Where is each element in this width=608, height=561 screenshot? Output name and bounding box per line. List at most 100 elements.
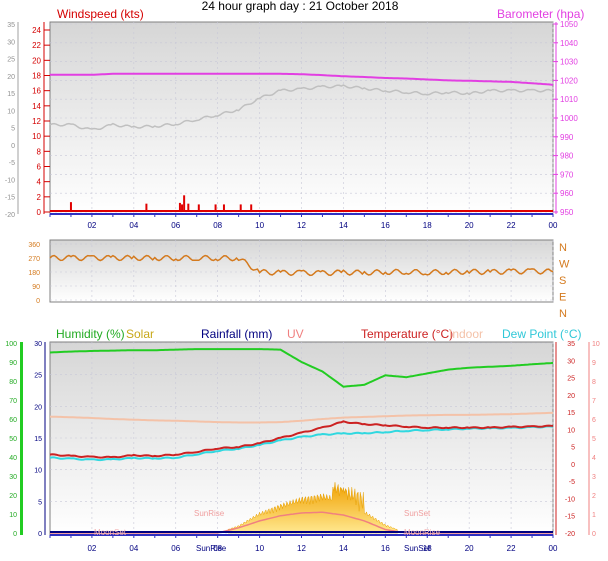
compass-label: W (559, 259, 570, 271)
barometer-line (50, 72, 554, 86)
hour-tick-label: 00 (549, 544, 558, 553)
uv-label: UV (287, 327, 304, 341)
gray-scale-tick: 0 (11, 143, 15, 150)
barometer-tick: 1010 (560, 95, 578, 104)
humidity-tick: 40 (9, 455, 17, 462)
moonset-annotation: MoonSet (94, 528, 127, 537)
gray-scale-tick: 35 (7, 22, 15, 29)
panel-wind-barometer: Windspeed (kts) Barometer (hpa) 24222018… (5, 7, 585, 230)
uv-tick: 6 (592, 417, 596, 424)
hour-tick-label: 22 (507, 544, 516, 553)
barometer-axis-label: Barometer (hpa) (497, 7, 584, 21)
indoor-line (49, 411, 554, 424)
rainfall-tick: 25 (34, 373, 42, 380)
humidity-tick: 80 (9, 379, 17, 386)
rainfall-tick: 10 (34, 468, 42, 475)
hour-tick-label: 18 (423, 544, 432, 553)
windspeed-tick: 6 (37, 163, 42, 172)
hour-tick-label: 00 (549, 221, 558, 230)
gray-scale-tick: -20 (5, 212, 15, 219)
windspeed-tick: 14 (32, 102, 41, 111)
solar-area (227, 482, 399, 534)
humidity-tick: 100 (5, 341, 17, 348)
panel1-axes: 24222018161412108642035302520151050-5-10… (5, 20, 578, 219)
panel1-hour-ticks: 02 04 06 08 10 12 14 16 18 20 22 00 (49, 213, 558, 230)
uv-tick: 9 (592, 360, 596, 367)
temperature-label: Temperature (°C) (361, 327, 453, 341)
humidity-tick: 0 (13, 531, 17, 538)
hour-tick-label: 02 (87, 544, 96, 553)
uv-tick: 5 (592, 436, 596, 443)
hour-tick-label: 18 (423, 221, 432, 230)
humidity-tick: 20 (9, 493, 17, 500)
dewpoint-label: Dew Point (°C) (502, 327, 581, 341)
uv-tick: 7 (592, 398, 596, 405)
temperature-line (49, 420, 554, 459)
hour-tick-label: 16 (381, 221, 390, 230)
gray-scale-tick: 20 (7, 74, 15, 81)
windspeed-tick: 20 (32, 56, 41, 65)
windspeed-tick: 16 (32, 87, 41, 96)
compass-label: E (559, 292, 566, 304)
hour-tick-label: 06 (171, 544, 180, 553)
humidity-tick: 70 (9, 398, 17, 405)
compass-label: S (559, 275, 566, 287)
temperature-tick: -15 (565, 514, 575, 521)
direction-tick: 360 (28, 242, 40, 249)
direction-tick: 270 (28, 256, 40, 263)
hour-tick-label: 12 (297, 544, 306, 553)
barometer-tick: 950 (560, 208, 574, 217)
uv-tick: 10 (592, 341, 600, 348)
windspeed-tick: 22 (32, 41, 41, 50)
page-title: 24 hour graph day : 21 October 2018 (202, 0, 399, 13)
panel-temperature-humidity: Humidity (%) Solar Rainfall (mm) UV Temp… (5, 327, 600, 553)
indoor-label: Indoor (449, 327, 483, 341)
hour-tick-label: 10 (255, 221, 264, 230)
humidity-tick: 90 (9, 360, 17, 367)
uv-tick: 1 (592, 512, 596, 519)
barometer-tick: 1040 (560, 39, 578, 48)
barometer-tick: 1000 (560, 114, 578, 123)
temperature-tick: 25 (567, 376, 575, 383)
wind-direction-line (49, 254, 554, 277)
uv-tick: 8 (592, 379, 596, 386)
gray-scale-tick: -5 (9, 160, 15, 167)
panel3-hour-ticks: 02 04 06 08 10 12 14 16 18 20 22 00 (49, 534, 558, 553)
panel2-series (49, 254, 554, 277)
moonrise-annotation: MoonRise (404, 528, 441, 537)
humidity-line (49, 348, 554, 388)
sunset-axis-label: SunSet (404, 544, 431, 553)
humidity-axis (20, 342, 23, 535)
humidity-tick: 30 (9, 474, 17, 481)
temperature-tick: -10 (565, 496, 575, 503)
solar-label: Solar (126, 327, 154, 341)
barometer-tick: 1020 (560, 76, 578, 85)
uv-tick: 3 (592, 474, 596, 481)
panel3-series (49, 348, 554, 534)
gray-scale-tick: -15 (5, 195, 15, 202)
hour-tick-label: 04 (129, 544, 138, 553)
panel1-series (49, 72, 554, 212)
gray-scale-tick: 10 (7, 108, 15, 115)
rainfall-tick: 20 (34, 404, 42, 411)
hour-tick-label: 14 (339, 221, 348, 230)
barometer-tick: 960 (560, 189, 574, 198)
barometer-tick: 1030 (560, 58, 578, 67)
gray-scale-tick: 25 (7, 57, 15, 64)
windspeed-tick: 4 (37, 178, 42, 187)
windspeed-tick: 2 (37, 193, 42, 202)
temperature-tick: 10 (567, 427, 575, 434)
barometer-tick: 980 (560, 152, 574, 161)
temperature-tick: -5 (569, 479, 575, 486)
hour-tick-label: 06 (171, 221, 180, 230)
temperature-tick: 5 (571, 445, 575, 452)
panel3-axes: 1009080706050403020100302520151050353025… (5, 341, 600, 538)
hour-tick-label: 08 (213, 544, 222, 553)
hour-tick-label: 14 (339, 544, 348, 553)
windspeed-tick: 24 (32, 26, 41, 35)
gray-scale-tick: -10 (5, 177, 15, 184)
hour-tick-label: 04 (129, 221, 138, 230)
rainfall-label: Rainfall (mm) (201, 327, 272, 341)
temperature-tick: -20 (565, 531, 575, 538)
